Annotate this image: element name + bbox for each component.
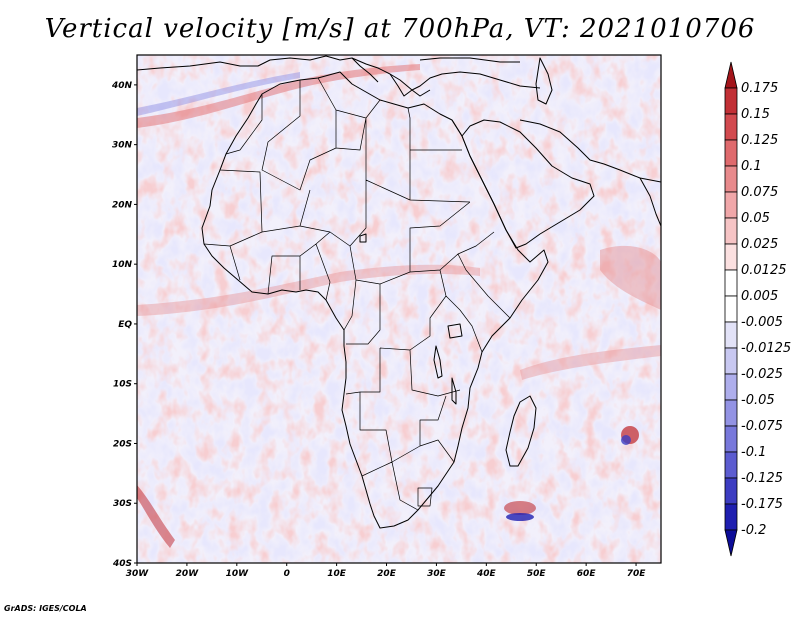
vertical-velocity-field [137,55,661,563]
black-sea [419,57,520,63]
colorbar-segment [724,191,738,219]
jet-band-red [137,64,420,128]
caspian [535,57,553,105]
colorbar-segment [724,87,738,115]
colorbar-label: 0.15 [741,107,770,122]
lat-tick-label: 40S [112,559,132,569]
grads-credit: GrADS: IGES/COLA [4,604,87,613]
southern-low-blue [506,513,534,521]
lon-tick-label: 30E [427,569,447,579]
colorbar-label: -0.0125 [741,341,791,356]
lat-tick-label: 30N [112,141,133,151]
colorbar-segment [724,139,738,167]
axis-ticks: 30W 20W 10W 0 10E 20E 30E 40E 50E 60E 70E 40N 30N 20N… [111,81,646,579]
india-coast [639,177,661,227]
lat-tick-label: 40N [111,81,133,91]
lon-tick-label: 60E [577,569,597,579]
colorbar-bottom-triangle [724,529,738,557]
colorbar-label: 0.125 [741,133,778,148]
colorbar-label: -0.1 [741,445,766,460]
lon-tick-label: 10E [327,569,347,579]
colorbar-segment [724,425,738,453]
lat-tick-label: 20S [113,439,132,449]
colorbar-segment [724,477,738,505]
colorbar-top-triangle [724,61,738,89]
colorbar-label: -0.025 [741,367,783,382]
colorbar-label: 0.075 [741,185,778,200]
country-borders [203,77,511,511]
persian-gulf-coast [519,119,661,183]
colorbar-label: -0.175 [741,497,783,512]
colorbar-segment [724,347,738,375]
colorbar-label: -0.125 [741,471,783,486]
indian-ocean-patch [600,245,661,310]
greece-turkey [389,73,431,97]
europe-coastline [137,55,541,91]
colorbar-label: 0.1 [741,159,762,174]
lon-tick-label: 70E [627,569,647,579]
colorbar-label: 0.005 [741,289,778,304]
lon-tick-label: 20E [377,569,397,579]
colorbar-segment [724,451,738,479]
lon-tick-label: 20W [176,569,200,579]
itcz-band [137,264,480,316]
southern-low-red [504,501,536,515]
red-sea [451,119,463,137]
colorbar-segment [724,217,738,245]
cyclone-blue [621,435,631,445]
lon-tick-label: 10W [226,569,250,579]
lake-tanganyika [433,345,443,379]
lake-victoria [447,323,463,339]
coastlines-borders [137,55,661,529]
colorbar: 0.175 0.15 0.125 0.1 0.075 0.05 0.025 0.0125 0.0… [724,61,791,557]
lon-tick-label: 50E [527,569,547,579]
lake-chad [359,233,367,243]
colorbar-segment [724,321,738,349]
colorbar-segment [724,269,738,297]
colorbar-label: -0.05 [741,393,775,408]
field-features [137,64,661,548]
italy [351,57,379,83]
colorbar-segment [724,373,738,401]
arabian-peninsula [461,119,595,249]
lon-tick-label: 0 [284,569,290,579]
madagascar [505,395,537,467]
colorbar-label: -0.2 [741,523,766,538]
lat-tick-label: 20N [112,200,133,210]
lake-malawi [451,377,457,405]
lat-tick-label: EQ [118,320,132,330]
lat-tick-label: 10N [112,260,133,270]
colorbar-segment [724,295,738,323]
southwest-indian-band [520,345,661,380]
lon-tick-label: 40E [476,569,497,579]
colorbar-segment [724,243,738,271]
jet-band-blue [137,72,300,116]
chart-title: Vertical velocity [m/s] at 700hPa, VT: 2… [44,14,756,44]
colorbar-label: 0.05 [741,211,770,226]
lon-tick-label: 30W [126,569,150,579]
colorbar-segment [724,399,738,427]
colorbar-segment [724,165,738,193]
colorbar-segment [724,113,738,141]
lat-tick-label: 30S [113,499,132,509]
southwest-front [137,485,175,548]
colorbar-label: -0.075 [741,419,783,434]
colorbar-label: 0.0125 [741,263,787,278]
plot-frame [136,54,662,564]
lat-tick-label: 10S [113,380,132,390]
colorbar-label: -0.005 [741,315,783,330]
colorbar-label: 0.025 [741,237,778,252]
colorbar-segment [724,503,738,531]
colorbar-label: 0.175 [741,81,778,96]
